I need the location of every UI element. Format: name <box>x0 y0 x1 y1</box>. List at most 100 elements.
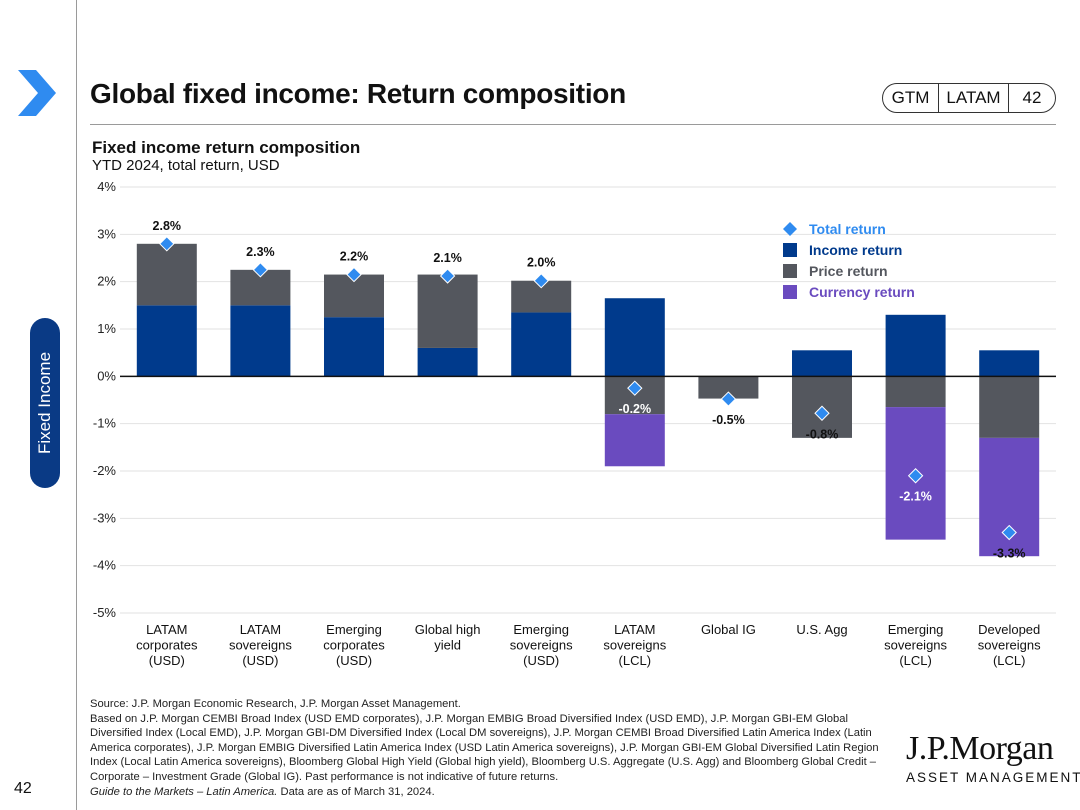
total-return-marker <box>907 468 924 484</box>
logo-wordmark: J.P.Morgan <box>906 730 1054 767</box>
bar-income <box>511 312 572 377</box>
title-divider <box>90 124 1056 125</box>
bar-income <box>417 347 478 377</box>
legend-label: Income return <box>809 242 902 258</box>
total-return-label: 2.1% <box>433 251 462 265</box>
badge-page: 42 <box>1022 88 1042 107</box>
y-tick-label: -4% <box>93 558 117 573</box>
x-category-label: Global high <box>415 622 481 637</box>
footnote-guide: Guide to the Markets – Latin America. Da… <box>90 785 900 800</box>
bar-income <box>230 305 291 377</box>
section-tab[interactable] <box>30 318 60 488</box>
bar-income <box>604 298 665 377</box>
total-return-marker <box>346 266 362 283</box>
total-return-label: -0.2% <box>618 402 651 416</box>
x-category-label: sovereigns <box>603 638 666 653</box>
x-category-label: LATAM <box>240 622 281 637</box>
total-return-marker <box>252 262 269 278</box>
footnote-body: Based on J.P. Morgan CEMBI Broad Index (… <box>90 712 879 783</box>
bar-income <box>136 305 197 377</box>
y-tick-label: -5% <box>93 605 117 620</box>
total-return-marker <box>720 391 737 407</box>
x-category-label: (USD) <box>242 653 278 668</box>
x-category-label: Emerging <box>513 622 569 637</box>
total-return-label: -0.5% <box>712 413 745 427</box>
x-category-label: sovereigns <box>978 638 1041 653</box>
page-title: Global fixed income: Return composition <box>90 78 626 109</box>
x-category-label: sovereigns <box>884 638 947 653</box>
y-tick-label: -1% <box>93 416 117 431</box>
x-category-label: corporates <box>323 638 385 653</box>
badge-region: LATAM <box>939 84 1009 112</box>
x-category-label: LATAM <box>614 622 655 637</box>
legend-swatch-income <box>783 243 797 257</box>
bar-price <box>136 243 197 306</box>
y-tick-label: 0% <box>97 368 116 383</box>
legend-label: Total return <box>809 221 886 237</box>
footnote-guide-title: Guide to the Markets – Latin America. <box>90 785 278 798</box>
bar-price <box>885 376 946 408</box>
x-category-label: Developed <box>978 622 1040 637</box>
bar-price <box>417 274 478 348</box>
bar-income <box>885 314 946 377</box>
y-tick-label: -3% <box>93 510 117 525</box>
x-category-label: sovereigns <box>510 638 573 653</box>
bar-price <box>698 376 759 399</box>
left-divider <box>76 0 77 810</box>
bar-currency <box>604 414 665 467</box>
total-return-label: -2.1% <box>899 490 932 504</box>
footnote: Source: J.P. Morgan Economic Research, J… <box>90 697 900 799</box>
total-return-label: -0.8% <box>806 427 839 441</box>
logo-subtitle: ASSET MANAGEMENT <box>906 770 1080 785</box>
bar-income <box>979 350 1040 377</box>
legend-label: Currency return <box>809 284 915 300</box>
x-category-label: (USD) <box>336 653 372 668</box>
bar-income <box>324 317 384 377</box>
footnote-source: Source: J.P. Morgan Economic Research, J… <box>90 698 461 710</box>
jpmorgan-logo: J.P.Morgan ASSET MANAGEMENT <box>906 730 1080 785</box>
x-category-label: (LCL) <box>619 653 652 668</box>
y-tick-label: -2% <box>93 463 117 478</box>
x-category-label: Emerging <box>326 622 382 637</box>
legend-marker-total <box>783 222 797 236</box>
chevron-right-icon[interactable] <box>14 70 58 116</box>
x-category-label: corporates <box>136 638 198 653</box>
x-category-label: yield <box>434 638 461 653</box>
y-tick-label: 2% <box>97 274 116 289</box>
total-return-marker <box>814 405 830 421</box>
x-category-label: (USD) <box>523 653 559 668</box>
x-category-label: sovereigns <box>229 638 292 653</box>
total-return-marker <box>159 236 175 252</box>
x-category-label: (LCL) <box>899 653 932 668</box>
total-return-label: 2.8% <box>153 219 182 233</box>
bar-price <box>979 376 1040 438</box>
x-category-label: (LCL) <box>993 653 1026 668</box>
footnote-date: Data are as of March 31, 2024. <box>277 785 435 798</box>
x-category-label: LATAM <box>146 622 187 637</box>
y-tick-label: 4% <box>97 179 116 194</box>
page-number: 42 <box>14 780 32 797</box>
bar-income <box>792 350 852 377</box>
x-category-label: Emerging <box>888 622 944 637</box>
return-composition-chart: 4% 3% 2% 1% 0% -1% -2% -3% -4% -5% 2.8% 2.3% 2.2% 2.1… <box>93 179 1056 668</box>
total-return-label: 2.3% <box>246 245 275 259</box>
total-return-marker <box>439 268 456 284</box>
badge-gtm: GTM <box>883 84 939 112</box>
x-category-label: U.S. Agg <box>796 622 847 637</box>
y-tick-label: 1% <box>97 321 116 336</box>
total-return-marker <box>533 273 549 289</box>
total-return-marker <box>1001 524 1017 541</box>
total-return-label: -3.3% <box>993 547 1026 561</box>
chart-subtitle: YTD 2024, total return, USD <box>92 157 280 174</box>
legend-swatch-currency <box>783 285 797 299</box>
chart-title: Fixed income return composition <box>92 138 361 157</box>
total-return-marker <box>627 380 643 396</box>
total-return-label: 2.0% <box>527 256 556 270</box>
total-return-label: 2.2% <box>340 250 369 264</box>
legend-label: Price return <box>809 263 888 279</box>
legend-swatch-price <box>783 264 797 278</box>
x-category-label: Global IG <box>701 622 756 637</box>
x-category-label: (USD) <box>149 653 185 668</box>
gtm-badge: GTM LATAM 42 <box>882 83 1056 113</box>
y-tick-label: 3% <box>97 226 116 241</box>
